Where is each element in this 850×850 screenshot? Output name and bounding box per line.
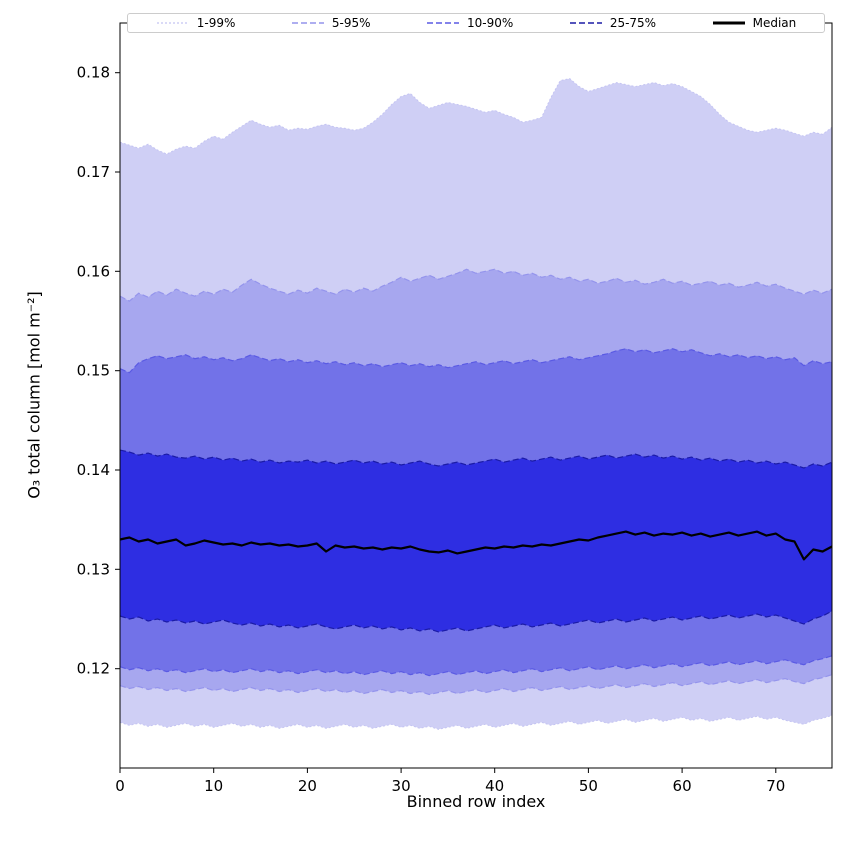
y-axis-label: O₃ total column [mol m⁻²] — [24, 291, 44, 499]
legend-item-10-90: 10-90% — [426, 16, 513, 30]
legend-label-5-95: 5-95% — [331, 16, 371, 30]
edge-10-90-lower — [119, 655, 833, 677]
legend-line-sample-5-95 — [291, 22, 324, 24]
x-tick-label: 20 — [298, 777, 317, 795]
edge-10-90-upper — [119, 348, 833, 374]
y-tick-label: 0.14 — [77, 461, 110, 479]
legend-item-median: Median — [712, 16, 797, 30]
x-tick-label: 40 — [485, 777, 504, 795]
x-axis-label: Binned row index — [406, 792, 546, 811]
y-tick-label: 0.18 — [77, 64, 110, 82]
legend-line-sample-10-90 — [427, 22, 460, 24]
x-tick-label: 60 — [673, 777, 692, 795]
chart-legend: 1-99% 5-95% 10-90% 25-75% Median — [127, 13, 825, 33]
legend-label-25-75: 25-75% — [609, 16, 657, 30]
edge-1-99-upper — [119, 78, 833, 155]
legend-label-median: Median — [752, 16, 797, 30]
y-tick-label: 0.13 — [77, 560, 110, 578]
edge-25-75-lower — [119, 610, 833, 633]
legend-label-1-99: 1-99% — [196, 16, 236, 30]
legend-item-1-99: 1-99% — [156, 16, 236, 30]
x-tick-label: 70 — [766, 777, 785, 795]
edge-1-99-lower — [119, 714, 833, 730]
y-tick-label: 0.12 — [77, 660, 110, 678]
band-25-75 — [120, 450, 832, 632]
legend-line-sample-25-75 — [569, 22, 602, 24]
y-tick-label: 0.17 — [77, 163, 110, 181]
legend-line-sample-median — [712, 21, 745, 25]
x-tick-label: 10 — [204, 777, 223, 795]
y-tick-label: 0.15 — [77, 362, 110, 380]
median-line — [119, 530, 833, 561]
legend-label-10-90: 10-90% — [467, 16, 514, 30]
legend-line-sample-1-99 — [156, 22, 189, 24]
x-tick-label: 30 — [392, 777, 411, 795]
x-tick-label: 50 — [579, 777, 598, 795]
x-tick-label: 0 — [115, 777, 125, 795]
edge-25-75-upper — [119, 449, 833, 469]
y-tick-label: 0.16 — [77, 262, 110, 280]
edge-5-95-lower — [119, 674, 833, 696]
legend-item-5-95: 5-95% — [291, 16, 371, 30]
edge-5-95-upper — [119, 268, 833, 302]
legend-item-25-75: 25-75% — [569, 16, 656, 30]
